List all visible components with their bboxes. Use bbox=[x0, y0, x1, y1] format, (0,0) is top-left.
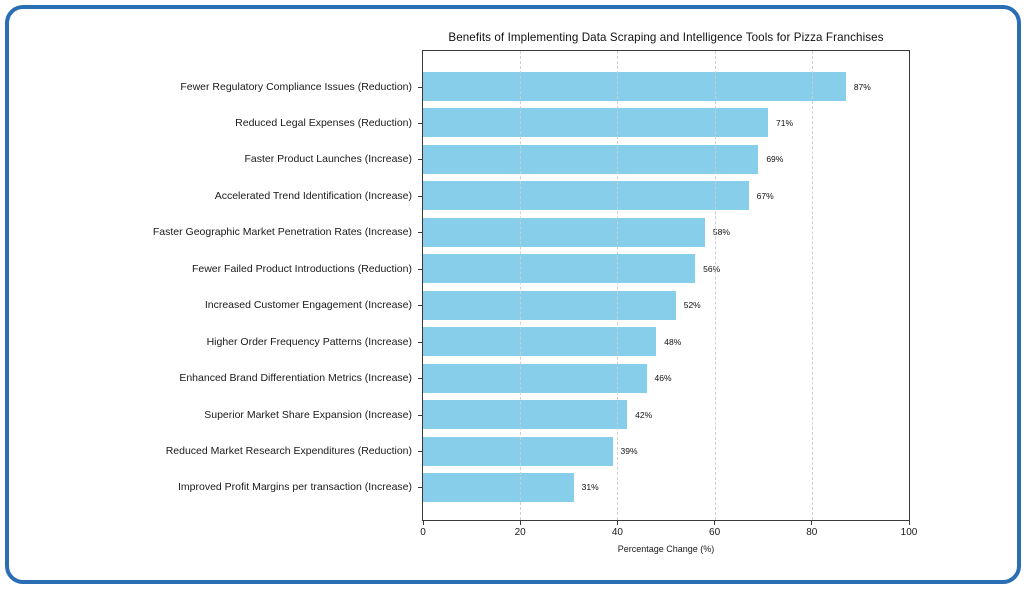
y-axis-tick bbox=[418, 268, 422, 270]
x-axis-tick bbox=[811, 521, 813, 525]
bar-row: Reduced Legal Expenses (Reduction) 71% bbox=[235, 108, 909, 138]
x-axis-tick bbox=[422, 521, 424, 525]
bar bbox=[423, 144, 759, 174]
y-axis-tick bbox=[418, 341, 422, 343]
value-label: 46% bbox=[654, 373, 672, 384]
bar bbox=[423, 72, 846, 101]
bar-chart-figure: Benefits of Implementing Data Scraping a… bbox=[153, 31, 917, 554]
gridline bbox=[811, 51, 813, 520]
y-axis-tick bbox=[418, 378, 422, 380]
category-label: Faster Geographic Market Penetration Rat… bbox=[152, 226, 412, 239]
value-label: 52% bbox=[683, 300, 701, 311]
y-axis-tick bbox=[418, 451, 422, 453]
bar-row: Enhanced Brand Differentiation Metrics (… bbox=[179, 363, 909, 393]
x-axis-tick bbox=[908, 521, 910, 525]
outer-rounded-border bbox=[5, 5, 1021, 584]
bar-row: Higher Order Frequency Patterns (Increas… bbox=[207, 327, 909, 357]
value-label: 39% bbox=[620, 446, 638, 457]
bar bbox=[423, 363, 647, 393]
value-label: 42% bbox=[635, 409, 653, 420]
bar-rows: Fewer Regulatory Compliance Issues (Redu… bbox=[153, 51, 909, 520]
bar-row: Improved Profit Margins per transaction … bbox=[178, 472, 909, 502]
category-label: Fewer Failed Product Introductions (Redu… bbox=[191, 262, 412, 275]
x-axis-tick bbox=[616, 521, 618, 525]
bar bbox=[423, 327, 657, 357]
y-axis-tick bbox=[418, 195, 422, 197]
y-axis-tick bbox=[418, 487, 422, 489]
gridline bbox=[520, 51, 522, 520]
value-label: 31% bbox=[581, 482, 599, 493]
value-label: 69% bbox=[766, 154, 784, 165]
bar bbox=[423, 108, 769, 138]
value-label: 67% bbox=[756, 190, 774, 201]
category-label: Higher Order Frequency Patterns (Increas… bbox=[206, 335, 412, 348]
value-label: 56% bbox=[703, 263, 721, 274]
gridline bbox=[714, 51, 716, 520]
bar-row: Accelerated Trend Identification (Increa… bbox=[215, 181, 909, 211]
category-label: Reduced Legal Expenses (Reduction) bbox=[235, 116, 412, 129]
category-label: Enhanced Brand Differentiation Metrics (… bbox=[179, 372, 412, 385]
x-tick-label: 0 bbox=[420, 527, 426, 538]
chart-title: Benefits of Implementing Data Scraping a… bbox=[448, 31, 884, 44]
bar-row: Fewer Failed Product Introductions (Redu… bbox=[192, 254, 909, 284]
y-axis-tick bbox=[418, 122, 422, 124]
y-axis-tick bbox=[418, 232, 422, 234]
bar-row: Reduced Market Research Expenditures (Re… bbox=[166, 436, 909, 466]
category-label: Improved Profit Margins per transaction … bbox=[177, 481, 412, 494]
bar bbox=[423, 472, 574, 502]
bar-row: Superior Market Share Expansion (Increas… bbox=[204, 400, 909, 430]
category-label: Increased Customer Engagement (Increase) bbox=[204, 299, 412, 312]
y-axis-tick bbox=[418, 86, 422, 88]
x-axis-label: Percentage Change (%) bbox=[617, 544, 715, 554]
bar-row: Fewer Regulatory Compliance Issues (Redu… bbox=[180, 72, 909, 101]
y-axis-tick bbox=[418, 414, 422, 416]
x-tick-label: 100 bbox=[900, 527, 918, 538]
value-label: 87% bbox=[853, 81, 871, 92]
category-label: Superior Market Share Expansion (Increas… bbox=[204, 408, 412, 421]
x-tick-label: 40 bbox=[611, 527, 623, 538]
gridline bbox=[617, 51, 619, 520]
x-tick-label: 20 bbox=[514, 527, 526, 538]
bar bbox=[423, 436, 613, 466]
value-label: 48% bbox=[664, 336, 682, 347]
bar-row: Faster Product Launches (Increase) 69% bbox=[245, 144, 909, 174]
bar bbox=[423, 290, 676, 320]
y-axis-tick bbox=[418, 159, 422, 161]
bar-row: Increased Customer Engagement (Increase)… bbox=[205, 290, 909, 320]
value-label: 71% bbox=[776, 117, 794, 128]
x-tick-label: 80 bbox=[806, 527, 818, 538]
x-axis-tick bbox=[714, 521, 716, 525]
category-label: Accelerated Trend Identification (Increa… bbox=[214, 189, 412, 202]
bar bbox=[423, 400, 628, 430]
bar bbox=[423, 181, 749, 211]
x-axis-tick bbox=[519, 521, 521, 525]
bar-row: Faster Geographic Market Penetration Rat… bbox=[153, 217, 909, 247]
value-label: 58% bbox=[712, 227, 730, 238]
category-label: Faster Product Launches (Increase) bbox=[244, 153, 413, 166]
category-label: Fewer Regulatory Compliance Issues (Redu… bbox=[180, 80, 412, 93]
x-tick-label: 60 bbox=[709, 527, 721, 538]
plot-area: Fewer Regulatory Compliance Issues (Redu… bbox=[153, 50, 917, 538]
y-axis-tick bbox=[418, 305, 422, 307]
bar bbox=[423, 217, 705, 247]
bar bbox=[423, 254, 696, 284]
category-label: Reduced Market Research Expenditures (Re… bbox=[165, 445, 412, 458]
